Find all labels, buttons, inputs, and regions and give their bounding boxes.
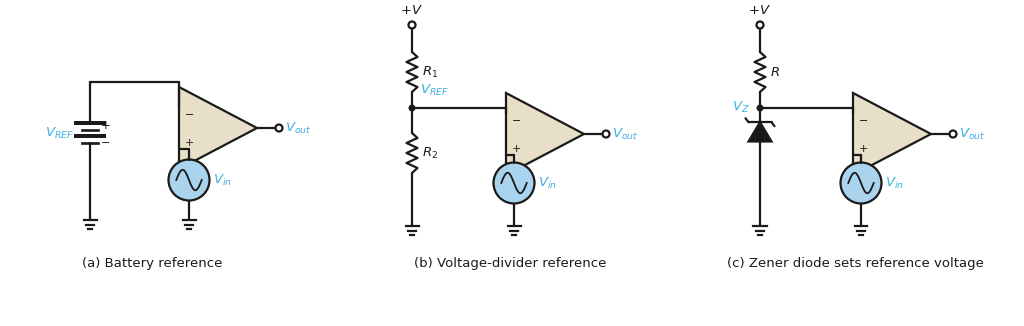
Circle shape — [949, 130, 956, 138]
Text: (a) Battery reference: (a) Battery reference — [82, 258, 222, 271]
Text: (b) Voltage-divider reference: (b) Voltage-divider reference — [414, 258, 606, 271]
Text: $+$: $+$ — [184, 138, 195, 148]
Text: $V_Z$: $V_Z$ — [732, 99, 750, 114]
Text: $+V$: $+V$ — [399, 4, 423, 17]
Text: $-$: $-$ — [100, 136, 111, 146]
Circle shape — [757, 105, 763, 111]
Circle shape — [841, 162, 882, 203]
Circle shape — [602, 130, 609, 138]
Text: $-$: $-$ — [858, 114, 868, 124]
Text: $V_{out}$: $V_{out}$ — [612, 126, 639, 141]
Polygon shape — [749, 122, 771, 141]
Text: $R_2$: $R_2$ — [422, 145, 438, 160]
Polygon shape — [506, 93, 584, 175]
Text: $V_{in}$: $V_{in}$ — [213, 172, 231, 187]
Circle shape — [494, 162, 535, 203]
Text: $V_{in}$: $V_{in}$ — [538, 175, 557, 191]
Text: $+$: $+$ — [858, 143, 868, 155]
Text: $-$: $-$ — [184, 108, 195, 118]
Text: $+$: $+$ — [511, 143, 521, 155]
Circle shape — [757, 22, 764, 28]
Text: $V_{out}$: $V_{out}$ — [959, 126, 985, 141]
Text: $R_1$: $R_1$ — [422, 65, 438, 80]
Circle shape — [409, 22, 416, 28]
Text: $-$: $-$ — [511, 114, 521, 124]
Circle shape — [410, 105, 415, 111]
Polygon shape — [179, 87, 257, 169]
Text: $V_{REF}$: $V_{REF}$ — [420, 83, 449, 98]
Text: (c) Zener diode sets reference voltage: (c) Zener diode sets reference voltage — [727, 258, 983, 271]
Text: $R$: $R$ — [770, 66, 780, 79]
Text: $V_{in}$: $V_{in}$ — [885, 175, 904, 191]
Circle shape — [169, 159, 210, 200]
Text: $+$: $+$ — [100, 119, 111, 132]
Polygon shape — [853, 93, 931, 175]
Text: $V_{out}$: $V_{out}$ — [285, 120, 311, 136]
Text: $+V$: $+V$ — [748, 4, 770, 17]
Circle shape — [275, 125, 283, 131]
Text: $V_{REF}$: $V_{REF}$ — [45, 126, 74, 141]
